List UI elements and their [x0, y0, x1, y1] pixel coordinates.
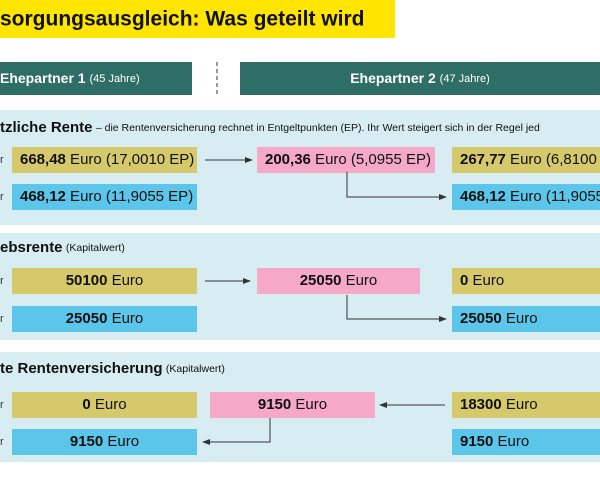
- unit: Euro (5,0955 EP): [311, 151, 431, 168]
- box-value: 9150 Euro: [70, 433, 139, 450]
- arrow: [346, 172, 447, 200]
- amount: 668,48: [20, 151, 66, 168]
- value-box: [257, 268, 420, 294]
- amount: 9150: [460, 433, 493, 450]
- box-value: 668,48 Euro (17,0010 EP): [20, 151, 194, 168]
- unit: Euro (11,9055 EP): [66, 188, 193, 205]
- section-note: (Kapitalwert): [166, 363, 225, 375]
- value-box: [12, 184, 197, 210]
- unit: Euro (11,9055: [506, 188, 600, 205]
- unit: Euro (17,0010 EP): [66, 151, 194, 168]
- amount: 18300: [460, 396, 502, 413]
- section-title: ebsrente (Kapitalwert): [0, 239, 125, 256]
- box-value: 25050 Euro: [66, 310, 144, 327]
- amount: 468,12: [20, 188, 66, 205]
- value-box: [452, 184, 600, 210]
- box-value: 200,36 Euro (5,0955 EP): [265, 151, 431, 168]
- value-box: [12, 306, 197, 332]
- value-box: [452, 306, 600, 332]
- value-box: [12, 429, 197, 455]
- value-box: [452, 392, 600, 418]
- amount: 200,36: [265, 151, 311, 168]
- box-value: 468,12 Euro (11,9055: [460, 188, 600, 205]
- amount: 267,77: [460, 151, 506, 168]
- section-name: tzliche Rente: [0, 119, 93, 136]
- unit: Euro: [341, 272, 377, 289]
- partner2-label: Ehepartner 2 (47 Jahre): [350, 70, 490, 86]
- row-label: r: [0, 399, 4, 411]
- row-label: r: [0, 191, 4, 203]
- unit: Euro: [493, 433, 529, 450]
- unit: Euro: [502, 310, 538, 327]
- header-partner1: [0, 62, 192, 95]
- unit: Euro: [291, 396, 327, 413]
- partner1-label: Ehepartner 1 (45 Jahre): [0, 70, 140, 86]
- unit: Euro: [107, 272, 143, 289]
- box-value: 25050 Euro: [300, 272, 378, 289]
- amount: 9150: [70, 433, 103, 450]
- unit: Euro: [103, 433, 139, 450]
- arrow: [346, 295, 447, 322]
- unit: Euro: [91, 396, 127, 413]
- header-partner2: [240, 62, 600, 95]
- amount: 9150: [258, 396, 291, 413]
- section-name: ebsrente: [0, 239, 63, 256]
- amount: 468,12: [460, 188, 506, 205]
- box-value: 468,12 Euro (11,9055 EP): [20, 188, 193, 205]
- row-label: r: [0, 275, 4, 287]
- value-box: [257, 147, 435, 173]
- value-box: [452, 429, 600, 455]
- amount: 0: [82, 396, 90, 413]
- section-note: (Kapitalwert): [66, 242, 125, 254]
- title-bar: [0, 0, 395, 38]
- box-value: 0 Euro: [460, 272, 504, 289]
- unit: Euro: [107, 310, 143, 327]
- section-note: – die Rentenversicherung rechnet in Entg…: [96, 122, 540, 134]
- amount: 50100: [66, 272, 108, 289]
- unit: Euro: [468, 272, 504, 289]
- box-value: 25050 Euro: [460, 310, 538, 327]
- value-box: [452, 147, 600, 173]
- amount: 25050: [460, 310, 502, 327]
- unit: Euro (6,8100: [506, 151, 597, 168]
- box-value: 9150 Euro: [460, 433, 529, 450]
- box-value: 267,77 Euro (6,8100: [460, 151, 597, 168]
- value-box: [210, 392, 375, 418]
- amount: 25050: [300, 272, 342, 289]
- section-name: te Rentenversicherung: [0, 360, 163, 377]
- title: sorgungsausgleich: Was geteilt wird: [0, 8, 364, 31]
- row-label: r: [0, 154, 4, 166]
- section-title: tzliche Rente – die Rentenversicherung r…: [0, 119, 540, 136]
- box-value: 9150 Euro: [258, 396, 327, 413]
- arrow: [202, 418, 271, 445]
- value-box: [12, 268, 197, 294]
- box-value: 18300 Euro: [460, 396, 538, 413]
- value-box: [12, 392, 197, 418]
- unit: Euro: [502, 396, 538, 413]
- section-title: te Rentenversicherung (Kapitalwert): [0, 360, 225, 377]
- row-label: r: [0, 436, 4, 448]
- amount: 25050: [66, 310, 108, 327]
- amount: 0: [460, 272, 468, 289]
- value-box: [452, 268, 600, 294]
- box-value: 50100 Euro: [66, 272, 144, 289]
- row-label: r: [0, 313, 4, 325]
- value-box: [12, 147, 197, 173]
- box-value: 0 Euro: [82, 396, 126, 413]
